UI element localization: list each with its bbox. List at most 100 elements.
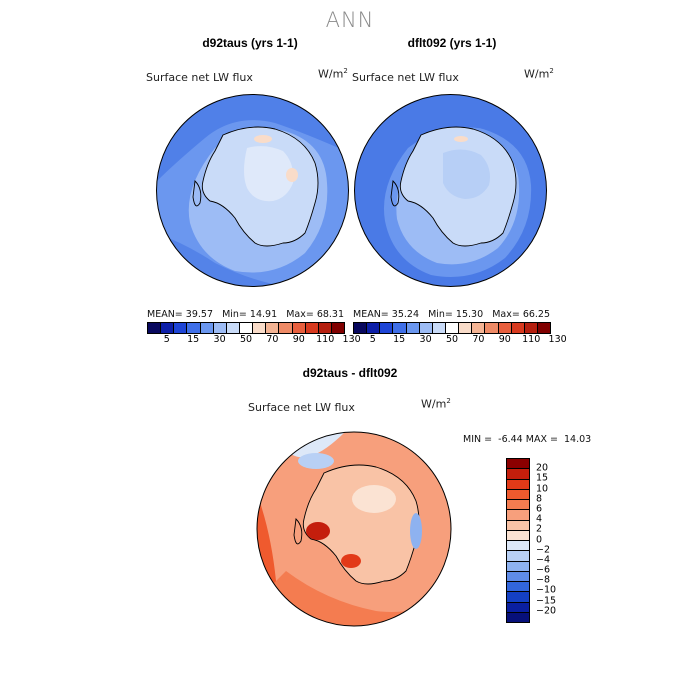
panel2-units-base: W/m: [524, 67, 550, 81]
panel2-colorbar-tick-label: 15: [393, 334, 406, 345]
panel1-max-value: 68.31: [316, 309, 345, 320]
panel1-colorbar-swatch: [161, 323, 175, 333]
panel3-field-label: Surface net LW flux: [248, 401, 355, 414]
panel1-mean-value: 39.57: [185, 309, 213, 320]
panel3-colorbar-tick-label: −15: [536, 595, 557, 607]
panel3-colorbar-tick-label: −2: [536, 544, 551, 556]
panel3-colorbar-tick-label: −10: [536, 584, 557, 596]
panel1-colorbar-swatch: [279, 323, 293, 333]
panel1-colorbar-tick-label: 30: [213, 334, 226, 345]
panel2-colorbar-swatch: [354, 323, 368, 333]
panel3-units: W/m2: [421, 397, 451, 411]
panel1-colorbar-swatch: [253, 323, 267, 333]
panel3-colorbar-tick-label: 10: [536, 483, 549, 495]
panel2-units-exp: 2: [549, 67, 554, 75]
panel3-colorbar-swatch: [507, 469, 529, 480]
panel3-colorbar-swatch: [507, 551, 529, 562]
panel3-map: [256, 431, 452, 627]
panel3-colorbar-tick-label: 2: [536, 523, 543, 535]
panel2-colorbar-tick-label: 130: [548, 334, 567, 345]
panel2-colorbar-tick-label: 90: [498, 334, 511, 345]
panel2-stats: MEAN= 35.24 Min= 15.30 Max= 66.25: [353, 309, 550, 320]
panel2-mean-label: MEAN=: [353, 309, 389, 320]
panel3-colorbar-tick-label: −8: [536, 574, 551, 586]
panel2-colorbar-swatch: [511, 323, 525, 333]
panel1-colorbar-swatch: [266, 323, 280, 333]
panel1-colorbar-swatch: [226, 323, 240, 333]
panel1-title: d92taus (yrs 1-1): [202, 36, 298, 50]
panel3-colorbar-tick-label: −20: [536, 605, 557, 617]
panel1-units: W/m2: [318, 67, 348, 81]
panel2-colorbar-swatch: [498, 323, 512, 333]
panel3-hot-patch-south: [341, 554, 361, 568]
panel1-units-exp: 2: [343, 67, 348, 75]
panel3-hot-patch-west: [306, 522, 330, 540]
panel3-colorbar-swatch: [507, 592, 529, 603]
panel3-colorbar-tick-label: 0: [536, 534, 543, 545]
panel1-ocean-dark-band: [156, 94, 349, 183]
panel1-colorbar-swatch: [292, 323, 306, 333]
panel2-colorbar: 5 15 30 50 70 90 110 130: [353, 322, 567, 346]
panel3-colorbar: [506, 458, 530, 623]
panel1-colorbar-swatch: [331, 323, 345, 333]
panel1-warm-patch-b: [286, 168, 298, 182]
panel2-colorbar-tick-label: 50: [445, 334, 459, 345]
panel3-colorbar-tick-label: 8: [536, 493, 543, 505]
panel3-colorbar-swatch: [507, 612, 529, 622]
panel1-colorbar-swatch: [318, 323, 332, 333]
panel2-colorbar-swatch: [472, 323, 486, 333]
panel1-min-value: 14.91: [249, 309, 278, 320]
panel3-colorbar-swatch: [507, 541, 529, 552]
panel1-colorbar-tick-label: 90: [292, 334, 305, 345]
panel2-colorbar-swatch: [380, 323, 394, 333]
panel3-title: d92taus - dflt092: [302, 366, 398, 380]
panel3-colorbar-swatch: [507, 520, 529, 531]
panel2-colorbar-labels: 5 15 30 50 70 90 110 130: [353, 334, 567, 346]
panel1-field-label: Surface net LW flux: [146, 71, 253, 84]
panel2-peninsula-coast: [390, 180, 400, 207]
panel3-colorbar-swatches: [506, 458, 530, 623]
panel1-colorbar-tick-label: 50: [239, 334, 253, 345]
panel2-colorbar-tick-label: 30: [419, 334, 432, 345]
panel1-max-label: Max=: [286, 309, 314, 320]
panel3-colorbar-tick-label: 15: [536, 472, 549, 484]
panel3-units-exp: 2: [446, 397, 451, 405]
panel3-colorbar-swatch: [507, 479, 529, 490]
panel1-colorbar-tick-label: 70: [266, 334, 279, 345]
panel2-colorbar-swatch: [367, 323, 381, 333]
panel1-colorbar-tick-label: 110: [316, 334, 335, 345]
panel2-map-border: [354, 94, 547, 287]
panel3-colorbar-swatch: [507, 510, 529, 521]
panel3-stats: MIN = -6.44 MAX = 14.03: [463, 434, 591, 445]
panel2-min-value: 15.30: [455, 309, 484, 320]
panel2-colorbar-swatch: [537, 323, 551, 333]
panel1-map-border: [156, 94, 349, 287]
panel1-colorbar-swatch: [213, 323, 227, 333]
panel1-colorbar-swatch: [200, 323, 214, 333]
panel3-neutral-interior: [352, 485, 396, 513]
panel3-colorbar-swatch: [507, 582, 529, 593]
panel2-colorbar-tick-label: 5: [369, 334, 376, 345]
panel3-colorbar-tick-label: −4: [536, 554, 551, 566]
panel1-colorbar: 5 15 30 50 70 90 110 130: [147, 322, 361, 346]
panel2-colorbar-tick-label: 70: [472, 334, 485, 345]
panel3-colorbar-swatch: [507, 489, 529, 500]
panel1-colorbar-swatch: [239, 323, 254, 333]
panel3-colorbar-labels: 20 15 10 8 6 4 2 0 −2 −4 −6 −8 −10 −15 −20: [536, 458, 576, 621]
panel3-colorbar-swatch: [507, 530, 529, 541]
panel2-max-value: 66.25: [522, 309, 551, 320]
panel2-colorbar-tick-label: 110: [522, 334, 541, 345]
panel1-min-label: Min=: [222, 309, 247, 320]
panel3-max-value: 14.03: [564, 434, 592, 445]
panel2-colorbar-swatch: [406, 323, 420, 333]
panel1-mean-label: MEAN=: [147, 309, 183, 320]
panel2-mean-value: 35.24: [391, 309, 419, 320]
panel1-colorbar-labels: 5 15 30 50 70 90 110 130: [147, 334, 361, 346]
panel3-cool-core-north: [298, 453, 334, 469]
panel1-map: [156, 94, 349, 287]
panel3-min-value: -6.44: [498, 434, 523, 445]
panel3-colorbar-tick-label: −6: [536, 564, 551, 576]
panel2-field-label: Surface net LW flux: [352, 71, 459, 84]
panel3-colorbar-swatch: [507, 561, 529, 572]
panel2-plateau-field: [443, 149, 490, 199]
